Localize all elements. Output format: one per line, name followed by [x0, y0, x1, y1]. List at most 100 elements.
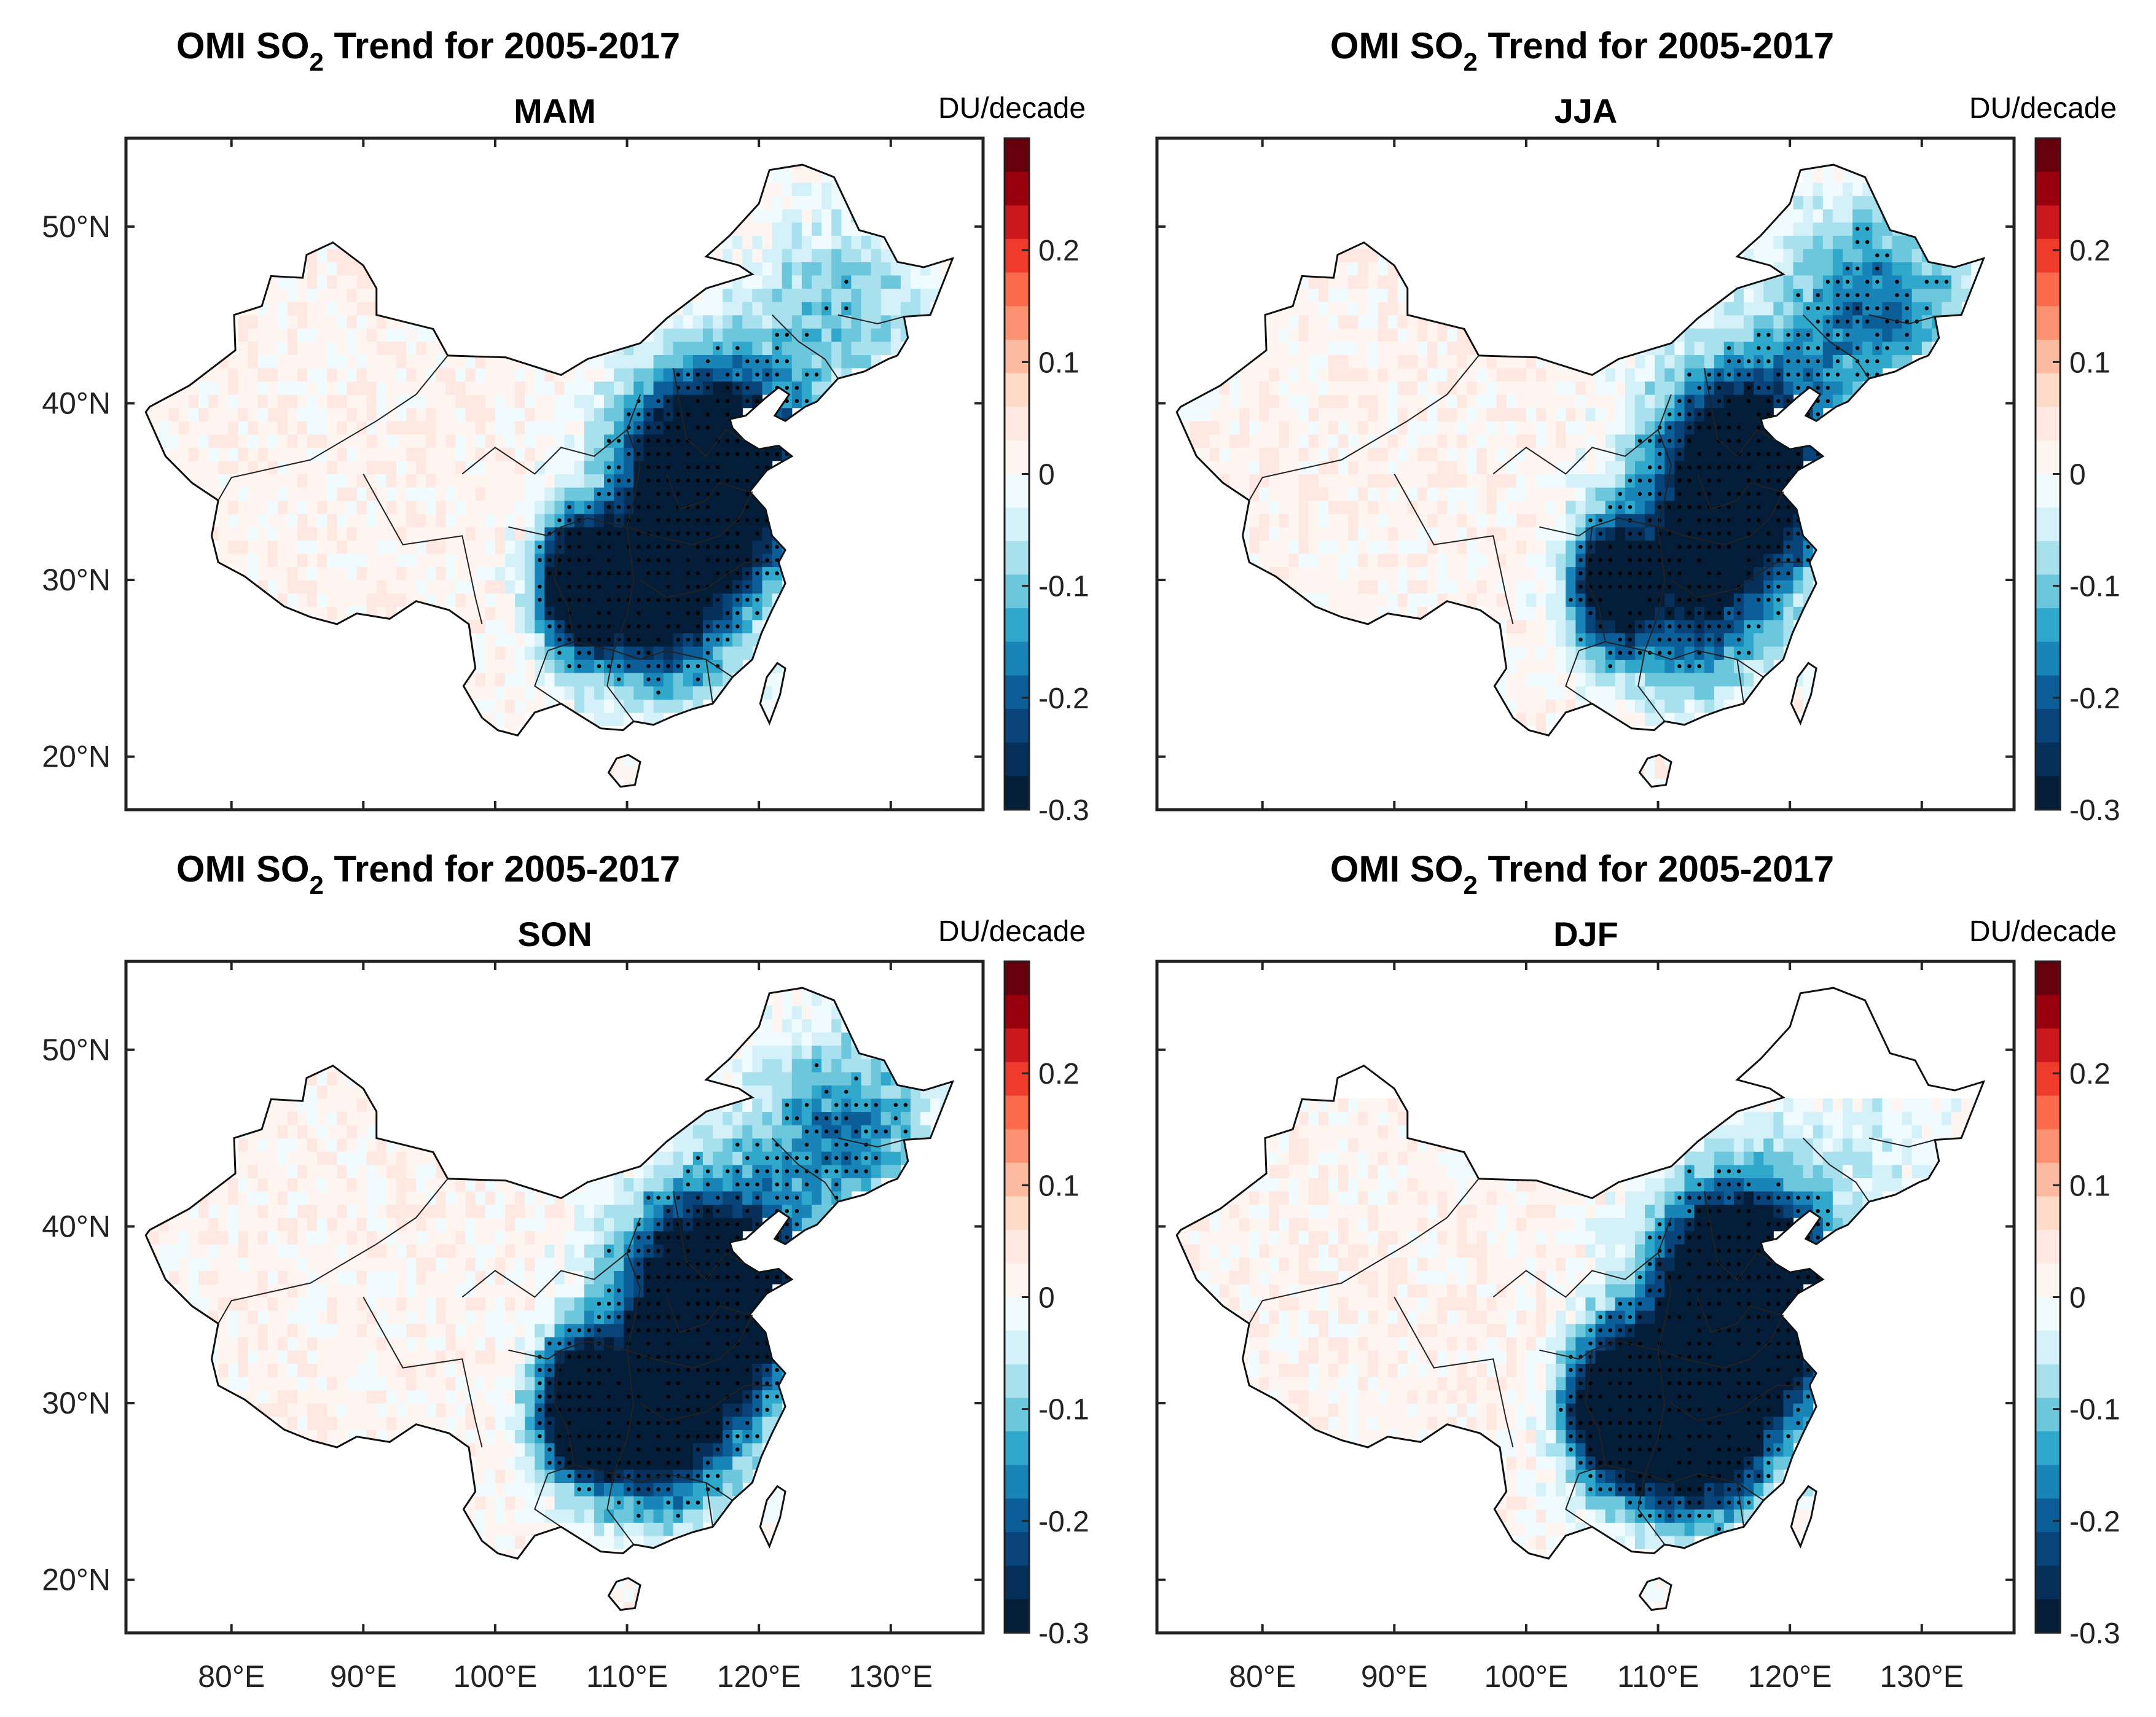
trend-cell [1744, 593, 1754, 607]
trend-cell [208, 1244, 219, 1258]
trend-cell [1862, 341, 1873, 355]
trend-cell [1556, 447, 1566, 461]
significance-dot [1895, 280, 1899, 284]
trend-cell [327, 1337, 337, 1351]
significance-dot [1806, 359, 1810, 364]
trend-cell [436, 407, 446, 421]
significance-dot [606, 491, 611, 496]
trend-cell [228, 514, 238, 528]
trend-cell [386, 1337, 397, 1351]
trend-cell [1526, 474, 1537, 488]
trend-cell [594, 699, 605, 713]
trend-cell [1407, 580, 1418, 594]
trend-cell [633, 686, 644, 700]
trend-cell [723, 341, 733, 355]
trend-cell [1546, 553, 1556, 568]
trend-cell [366, 315, 377, 329]
trend-cell [594, 593, 605, 607]
trend-cell [791, 169, 802, 183]
trend-cell [238, 474, 249, 488]
trend-cell [248, 434, 259, 448]
significance-dot [1658, 638, 1662, 642]
trend-cell [178, 394, 189, 409]
significance-dot [1855, 293, 1860, 297]
trend-cell [1843, 248, 1853, 262]
trend-cell [1882, 288, 1893, 302]
trend-cell [267, 1257, 278, 1271]
trend-cell [1368, 606, 1379, 620]
trend-cell [1378, 262, 1389, 276]
trend-cell [416, 474, 426, 488]
significance-dot [1677, 544, 1682, 549]
trend-cell [1427, 487, 1438, 501]
trend-cell [475, 580, 486, 594]
trend-cell [505, 619, 515, 633]
significance-dot [606, 571, 611, 576]
trend-cell [1674, 580, 1685, 594]
trend-cell [337, 1164, 348, 1178]
trend-cell [1348, 315, 1358, 329]
trend-cell [238, 1323, 249, 1337]
trend-cell [1655, 381, 1665, 395]
trend-cell [1427, 407, 1438, 421]
trend-cell [178, 434, 189, 448]
significance-dot [646, 425, 651, 430]
trend-cell [317, 1416, 327, 1430]
trend-cell [1556, 659, 1566, 673]
trend-cell [248, 341, 259, 355]
trend-cell [1763, 514, 1774, 528]
significance-dot [1825, 332, 1830, 337]
trend-cell [584, 526, 595, 541]
trend-cell [327, 1323, 337, 1337]
trend-cell [248, 1244, 259, 1258]
colorbar-tick-label: 0.2 [2069, 235, 2111, 267]
trend-cell [1585, 474, 1596, 488]
trend-cell [911, 262, 921, 276]
significance-dot [1697, 651, 1701, 655]
trend-cell [396, 514, 407, 528]
significance-dot [1736, 465, 1741, 469]
trend-cell [1822, 341, 1833, 355]
trend-cell [1595, 633, 1606, 647]
trend-cell [1714, 315, 1725, 329]
trend-cell [554, 381, 565, 395]
trend-cell [673, 447, 684, 461]
trend-cell [1378, 540, 1389, 554]
province-border [672, 367, 745, 458]
trend-cell [218, 1283, 229, 1298]
trend-cell [732, 315, 743, 329]
trend-cell [1754, 646, 1764, 660]
trend-cell [317, 606, 327, 620]
significance-dot [656, 677, 661, 682]
significance-dot [637, 651, 641, 655]
trend-cell [1467, 367, 1477, 382]
trend-cell [1417, 514, 1428, 528]
significance-dot [705, 624, 710, 628]
trend-cell [376, 1218, 387, 1232]
trend-cell [871, 262, 882, 276]
significance-dot [1786, 571, 1790, 576]
trend-cell [1288, 328, 1299, 342]
significance-dot [696, 479, 700, 483]
trend-cell [376, 1257, 387, 1271]
colorbar-segment [1005, 272, 1029, 307]
trend-cell [426, 1376, 436, 1391]
trend-cell [1516, 460, 1527, 475]
trend-cell [1417, 553, 1428, 568]
province-border [1492, 394, 1672, 475]
trend-cell [376, 354, 387, 369]
significance-dot [1806, 346, 1810, 350]
significance-dot [775, 531, 779, 536]
trend-cell [257, 460, 269, 475]
trend-cell [337, 1403, 348, 1417]
trend-cell [1328, 487, 1339, 501]
trend-cell [1219, 407, 1230, 421]
trend-cell [386, 1376, 397, 1391]
trend-cell [1832, 235, 1843, 249]
trend-cell [673, 699, 684, 713]
trend-cell [436, 526, 446, 541]
significance-dot [1668, 651, 1672, 655]
trend-cell [337, 474, 348, 488]
trend-cell [327, 1363, 337, 1377]
trend-cell [416, 1244, 426, 1258]
